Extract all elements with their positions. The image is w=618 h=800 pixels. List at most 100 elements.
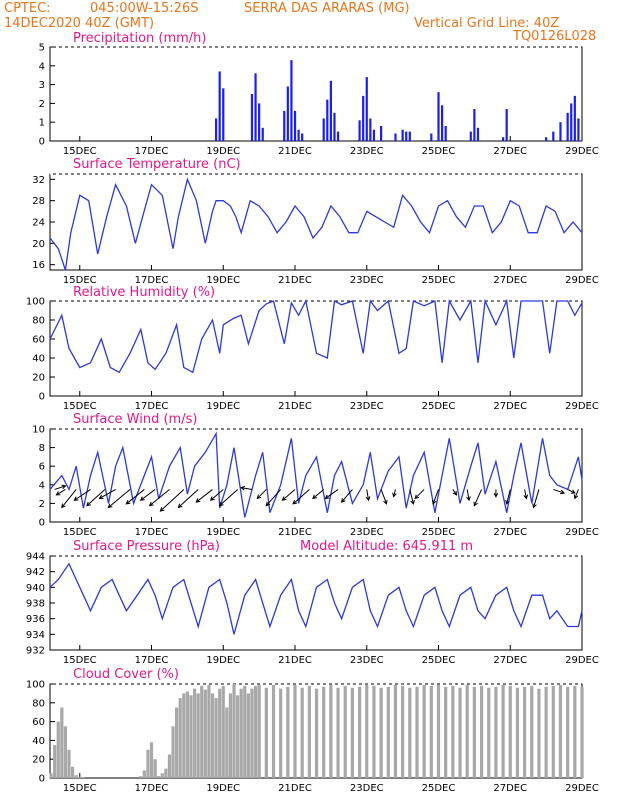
cloud-bar (494, 686, 498, 778)
wind-vector (54, 485, 66, 490)
wind-vector (452, 489, 457, 496)
wind-vector (126, 489, 145, 505)
rh-ytick-label: 20 (32, 373, 45, 384)
precip-bar (505, 109, 508, 141)
cloud-bar (393, 684, 398, 778)
cloud-ytick-label: 60 (32, 717, 45, 728)
wind-ytick-label: 10 (32, 425, 45, 436)
wind-vector (241, 487, 253, 490)
wind-xtick-label: 23DEC (350, 527, 384, 538)
press-xtick-label: 19DEC (206, 655, 240, 666)
wind-ytick-label: 2 (39, 499, 45, 510)
wind-vector-head (432, 499, 437, 505)
cloud-bar (580, 686, 584, 778)
header-coordinates: 045:00W-15:26S (90, 1, 199, 16)
precip-ytick-label: 4 (39, 61, 45, 72)
temp-xtick-label: 27DEC (493, 275, 527, 286)
cloud-bar (56, 721, 60, 778)
wind-vector (292, 489, 310, 505)
press-xtick-label: 21DEC (278, 655, 312, 666)
wind-vector (140, 489, 156, 501)
temp-ytick-label: 24 (32, 218, 45, 229)
wind-vector-head (523, 494, 529, 500)
precip-bar (545, 137, 548, 141)
wind-frame (49, 428, 583, 523)
wind-vector (282, 489, 296, 501)
press-ytick-label: 938 (26, 599, 45, 610)
cloud-xtick-label: 29DEC (565, 783, 599, 794)
rh-xtick-label: 19DEC (206, 401, 240, 412)
rh-xtick-label: 27DEC (493, 401, 527, 412)
temp-ytick-label: 20 (32, 239, 45, 250)
precip-bar (566, 112, 569, 141)
wind-vector (178, 489, 199, 508)
press-xtick-label: 29DEC (565, 655, 599, 666)
cloud-xtick-label: 15DEC (63, 783, 97, 794)
cloud-bar (530, 685, 534, 778)
cloud-bar (189, 695, 193, 778)
cloud-xtick-label: 19DEC (206, 783, 240, 794)
cloud-bar (171, 726, 175, 778)
wind-vector-head (473, 501, 478, 507)
cloud-bar (203, 689, 207, 778)
cloud-bar (200, 685, 204, 778)
cloud-bar (167, 754, 172, 778)
press-ytick-label: 944 (26, 552, 45, 563)
wind-vector (506, 489, 511, 504)
wind-vector (533, 489, 540, 508)
precip-bar (362, 95, 365, 141)
wind-vector-head (414, 494, 420, 500)
wind-xtick-label: 27DEC (493, 527, 527, 538)
wind-vector-head (159, 507, 165, 512)
precip-bar (301, 133, 304, 141)
precip-bar (369, 118, 372, 141)
wind-vector (312, 489, 325, 499)
rh-ytick-label: 100 (26, 297, 45, 308)
cloud-bar (67, 749, 71, 778)
wind-vector (149, 489, 170, 507)
wind-vector (574, 489, 579, 499)
precip-bar (372, 129, 376, 141)
precip-bar (408, 131, 411, 141)
cloud-bar (157, 776, 161, 778)
precip-frame (49, 46, 583, 142)
cloud-bar (49, 773, 53, 778)
wind-vector (366, 489, 370, 501)
wind-vector-head (532, 503, 537, 509)
precip-xtick-label: 27DEC (493, 146, 527, 157)
rh-xtick-label: 21DEC (278, 401, 312, 412)
wind-vector (61, 489, 77, 508)
cloud-bar (558, 684, 563, 778)
wind-vector (99, 489, 116, 499)
precip-bar (473, 109, 476, 141)
wind-vector (524, 489, 527, 499)
precip-bar (440, 105, 444, 141)
cloud-bar (78, 777, 82, 778)
cloud-bar (444, 686, 448, 778)
precip-panel: Precipitation (mm/h) 0 1 2 3 4 5 15DEC 17DEC 19DE… (39, 31, 599, 157)
wind-vector-head (570, 489, 576, 494)
precip-bar (401, 129, 404, 141)
cloud-bar (253, 685, 258, 778)
cloud-bar (372, 685, 376, 778)
press-ytick-label: 936 (26, 614, 45, 625)
cloud-bar (472, 686, 476, 778)
press-xtick-label: 23DEC (350, 655, 384, 666)
wind-vector-head (312, 494, 317, 500)
cloud-bar (192, 688, 197, 778)
precip-xtick-label: 19DEC (206, 146, 240, 157)
cloud-ytick-label: 100 (26, 680, 45, 691)
cloud-bar (74, 775, 78, 778)
wind-vector (160, 489, 185, 512)
wind-panel: Surface Wind (m/s) 0 2 4 6 8 10 15DEC 17DEC 19DEC… (32, 412, 599, 538)
precip-ytick-label: 3 (39, 80, 45, 91)
wind-vector-head (61, 503, 66, 509)
cloud-bar (508, 685, 512, 778)
precip-bar (336, 131, 340, 141)
cloud-bar (566, 686, 570, 778)
rh-title: Relative Humidity (%) (73, 285, 215, 300)
precip-bar (358, 120, 361, 141)
cloud-bar (501, 684, 505, 778)
wind-vector (195, 489, 213, 503)
